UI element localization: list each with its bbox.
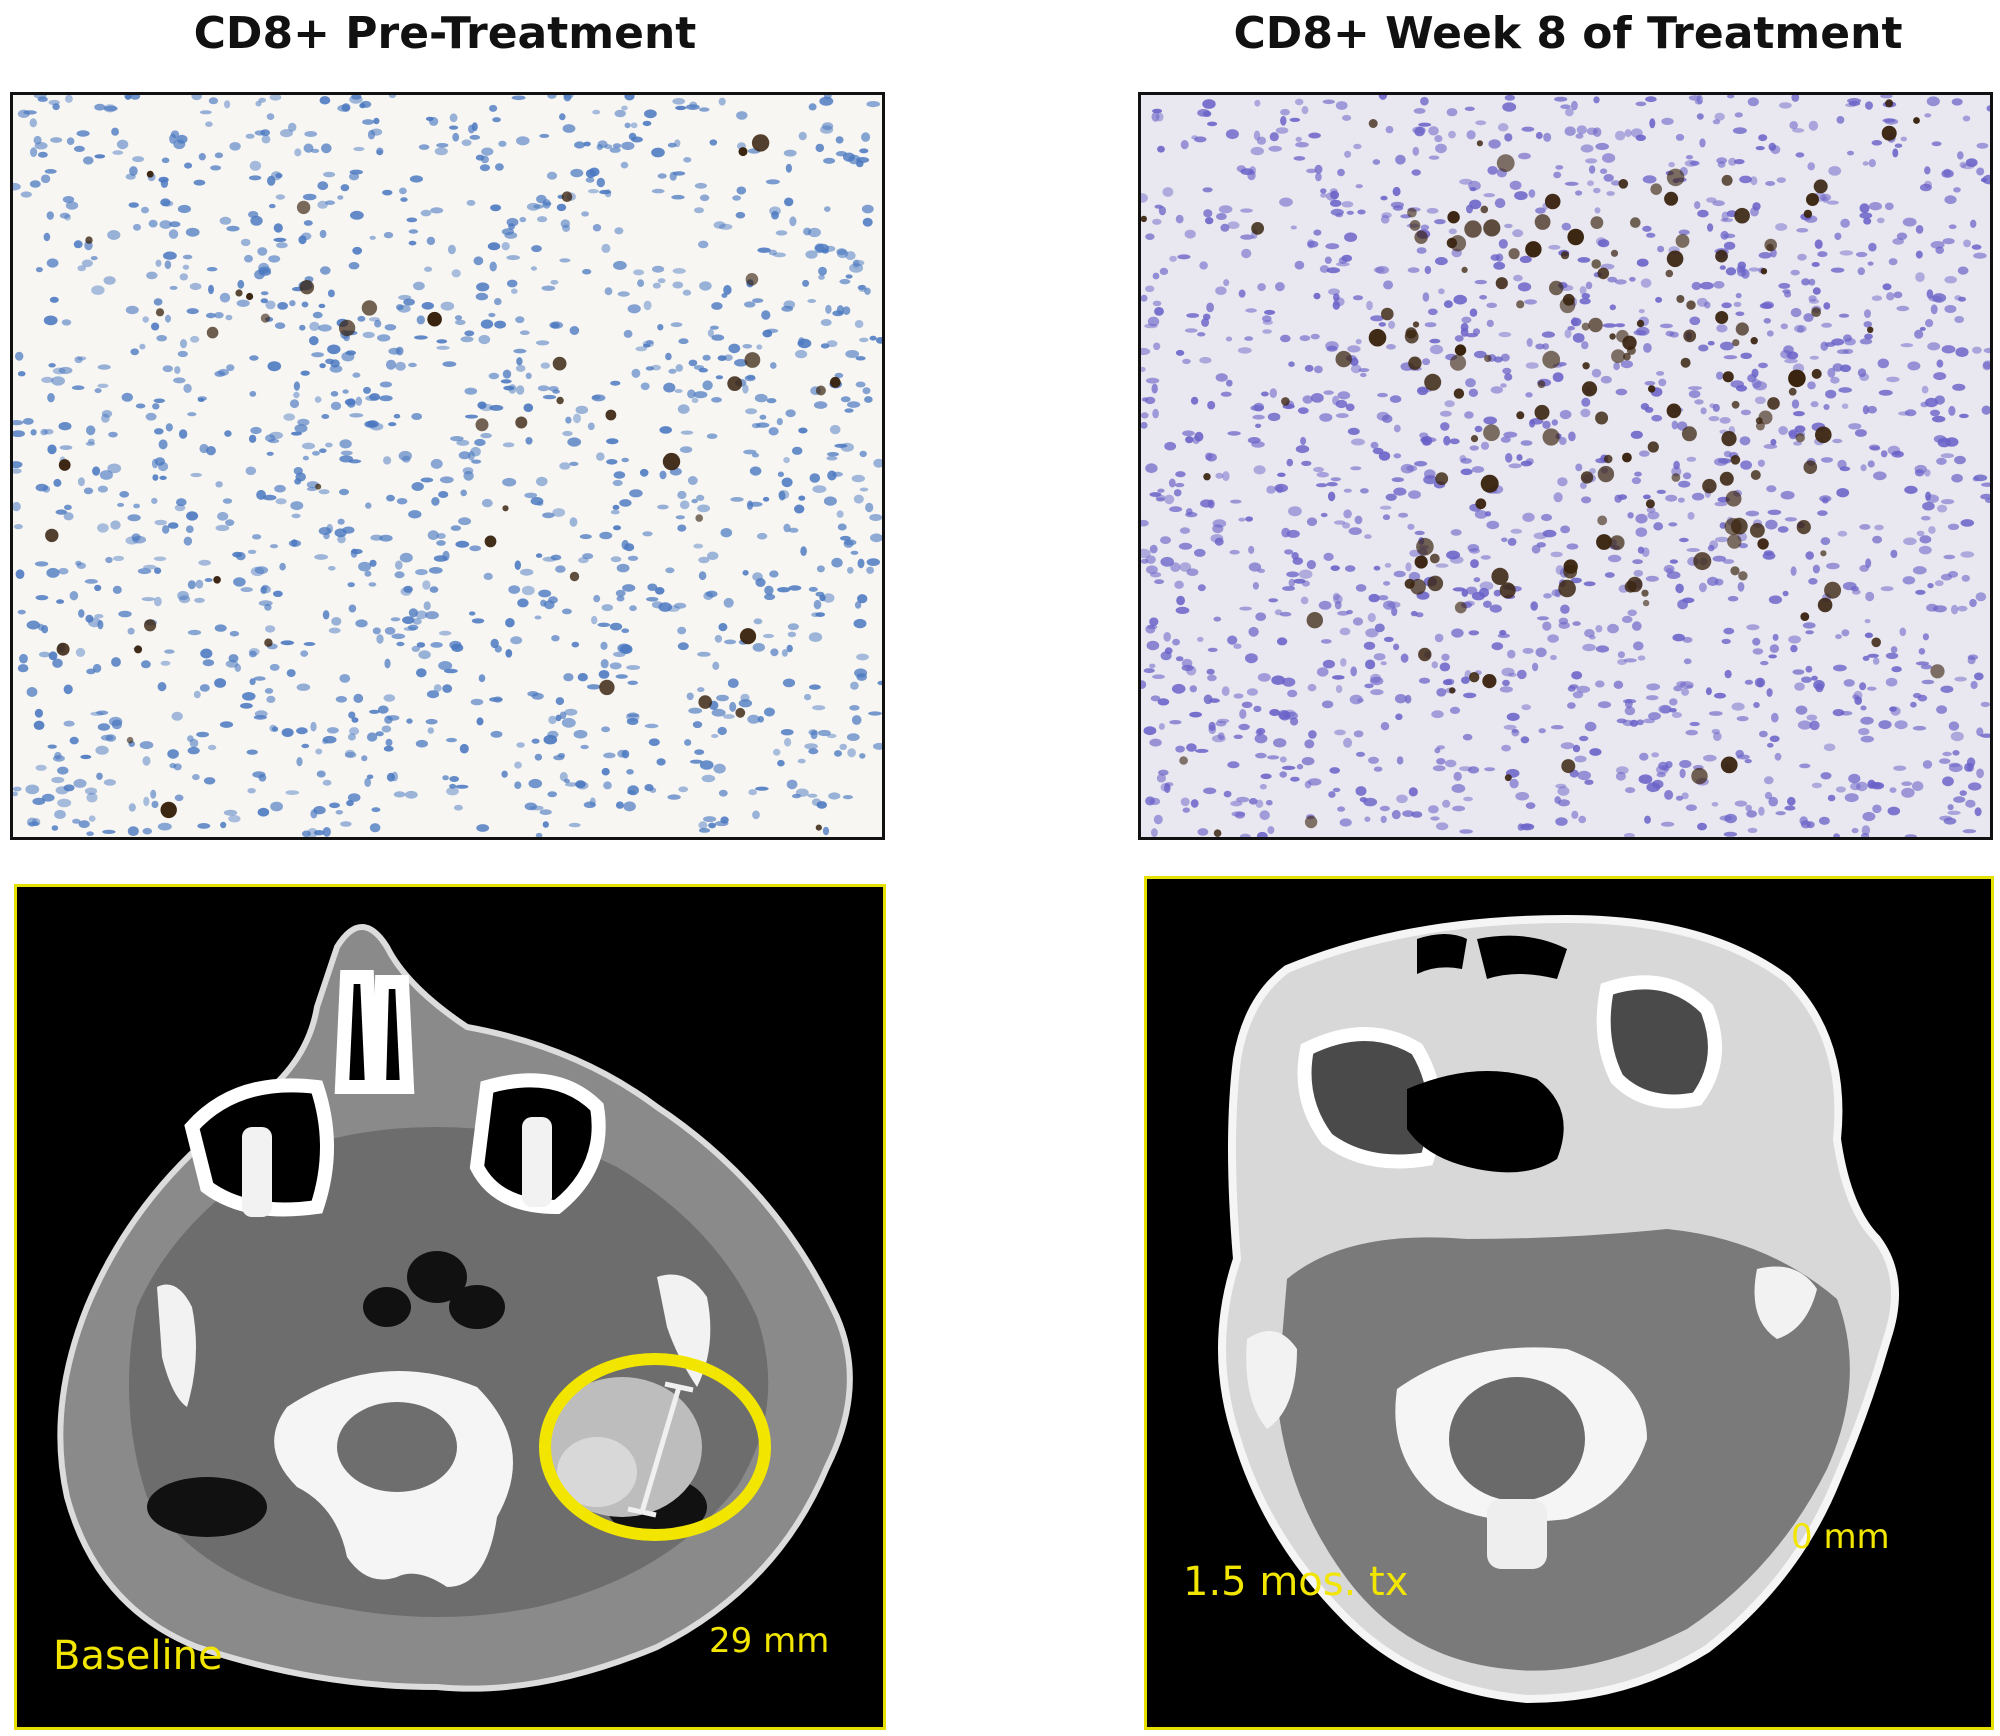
ct-jaw-bones-baseline (157, 1117, 711, 1407)
tissue-background (13, 95, 882, 837)
tumor-circle-annotation (539, 1353, 771, 1541)
ct-tumor-baseline (542, 1377, 702, 1517)
ct-airspace-followup (1407, 934, 1567, 1173)
ct-scan-baseline: Baseline 29 mm (14, 884, 886, 1730)
title-week-8: CD8+ Week 8 of Treatment (1233, 8, 1903, 59)
ct-vertebra-followup (1395, 1347, 1647, 1569)
nuclei (1141, 95, 1990, 837)
ct-orbits-followup (1297, 975, 1722, 1169)
ct-scan-1-5-months: 1.5 mos. tx 0 mm (1144, 876, 1994, 1730)
ct-airway-baseline (147, 1251, 707, 1537)
histology-image-week-8 (1138, 92, 1993, 840)
cd8-positive-cells (1141, 99, 1945, 837)
tumor-size-label-followup: 0 mm (1791, 1517, 1890, 1557)
tumor-measurement-caliper (627, 1381, 694, 1518)
tumor-size-label-baseline: 29 mm (709, 1621, 830, 1661)
histology-image-pre-treatment (10, 92, 885, 840)
ct-vertebra-baseline (274, 1371, 513, 1587)
ct-jaw-followup (1246, 1266, 1817, 1429)
timepoint-label-baseline: Baseline (53, 1633, 223, 1679)
cd8-positive-cells (45, 134, 841, 831)
title-pre-treatment: CD8+ Pre-Treatment (193, 8, 697, 59)
timepoint-label-followup: 1.5 mos. tx (1183, 1559, 1409, 1605)
